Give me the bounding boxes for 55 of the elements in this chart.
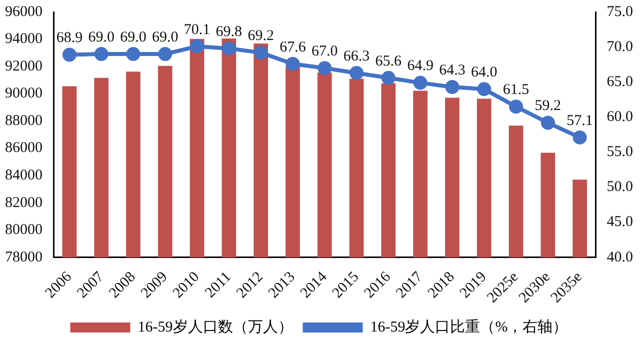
point: [94, 47, 108, 62]
point: [509, 100, 524, 114]
data-label: 68.9: [56, 30, 83, 46]
point: [254, 46, 268, 60]
point: [445, 80, 460, 94]
point: [318, 61, 332, 76]
point: [477, 82, 492, 96]
y-tick-label: 92000: [5, 58, 42, 74]
point: [158, 47, 172, 62]
data-label: 69.0: [88, 30, 114, 46]
y-tick-label: 96000: [5, 4, 42, 20]
y2-tick-label: 45.0: [606, 214, 633, 230]
data-label: 64.0: [470, 64, 498, 81]
data-label: 64.9: [407, 58, 434, 74]
point: [381, 70, 396, 85]
data-label: 65.6: [375, 53, 402, 70]
data-label: 69.0: [152, 30, 178, 46]
point: [62, 48, 76, 62]
legend-label: 16-59岁人口比重（%，右轴）: [370, 318, 568, 336]
point: [126, 47, 140, 62]
y-tick-label: 80000: [5, 222, 42, 238]
data-label: 67.0: [312, 44, 338, 60]
y2-tick-label: 40.0: [606, 249, 633, 266]
data-label: 69.8: [216, 24, 242, 40]
data-label: 69.2: [248, 28, 274, 44]
point: [540, 116, 555, 130]
y-tick-label: 86000: [5, 140, 42, 156]
y-tick-label: 88000: [5, 112, 42, 129]
data-label: 64.3: [439, 62, 466, 78]
point: [190, 39, 204, 54]
y2-tick-label: 50.0: [606, 179, 633, 196]
x-tick-label: 2011: [202, 269, 235, 302]
point: [286, 56, 300, 71]
data-label: 67.6: [280, 39, 306, 56]
point: [572, 130, 587, 144]
y-tick-label: 90000: [5, 86, 42, 102]
y-tick-label: 84000: [5, 168, 42, 184]
data-label: 61.5: [502, 82, 530, 98]
y-tick-label: 94000: [5, 31, 42, 48]
data-label: 57.1: [566, 112, 593, 129]
point: [413, 76, 428, 90]
data-label: 59.2: [534, 98, 562, 114]
point: [350, 66, 364, 80]
data-label: 69.0: [120, 30, 146, 46]
y2-tick-label: 55.0: [606, 144, 633, 160]
y2-tick-label: 65.0: [606, 74, 633, 90]
y-tick-label: 78000: [5, 249, 42, 266]
y2-tick-label: 60.0: [606, 109, 633, 126]
y-tick-label: 82000: [5, 194, 42, 211]
point: [222, 41, 236, 56]
legend-label: 16-59岁人口数（万人）: [138, 318, 293, 336]
data-label: 66.3: [343, 48, 370, 64]
y2-tick-label: 70.0: [606, 38, 633, 55]
data-label: 70.1: [184, 22, 210, 38]
y2-tick-label: 75.0: [606, 4, 633, 20]
